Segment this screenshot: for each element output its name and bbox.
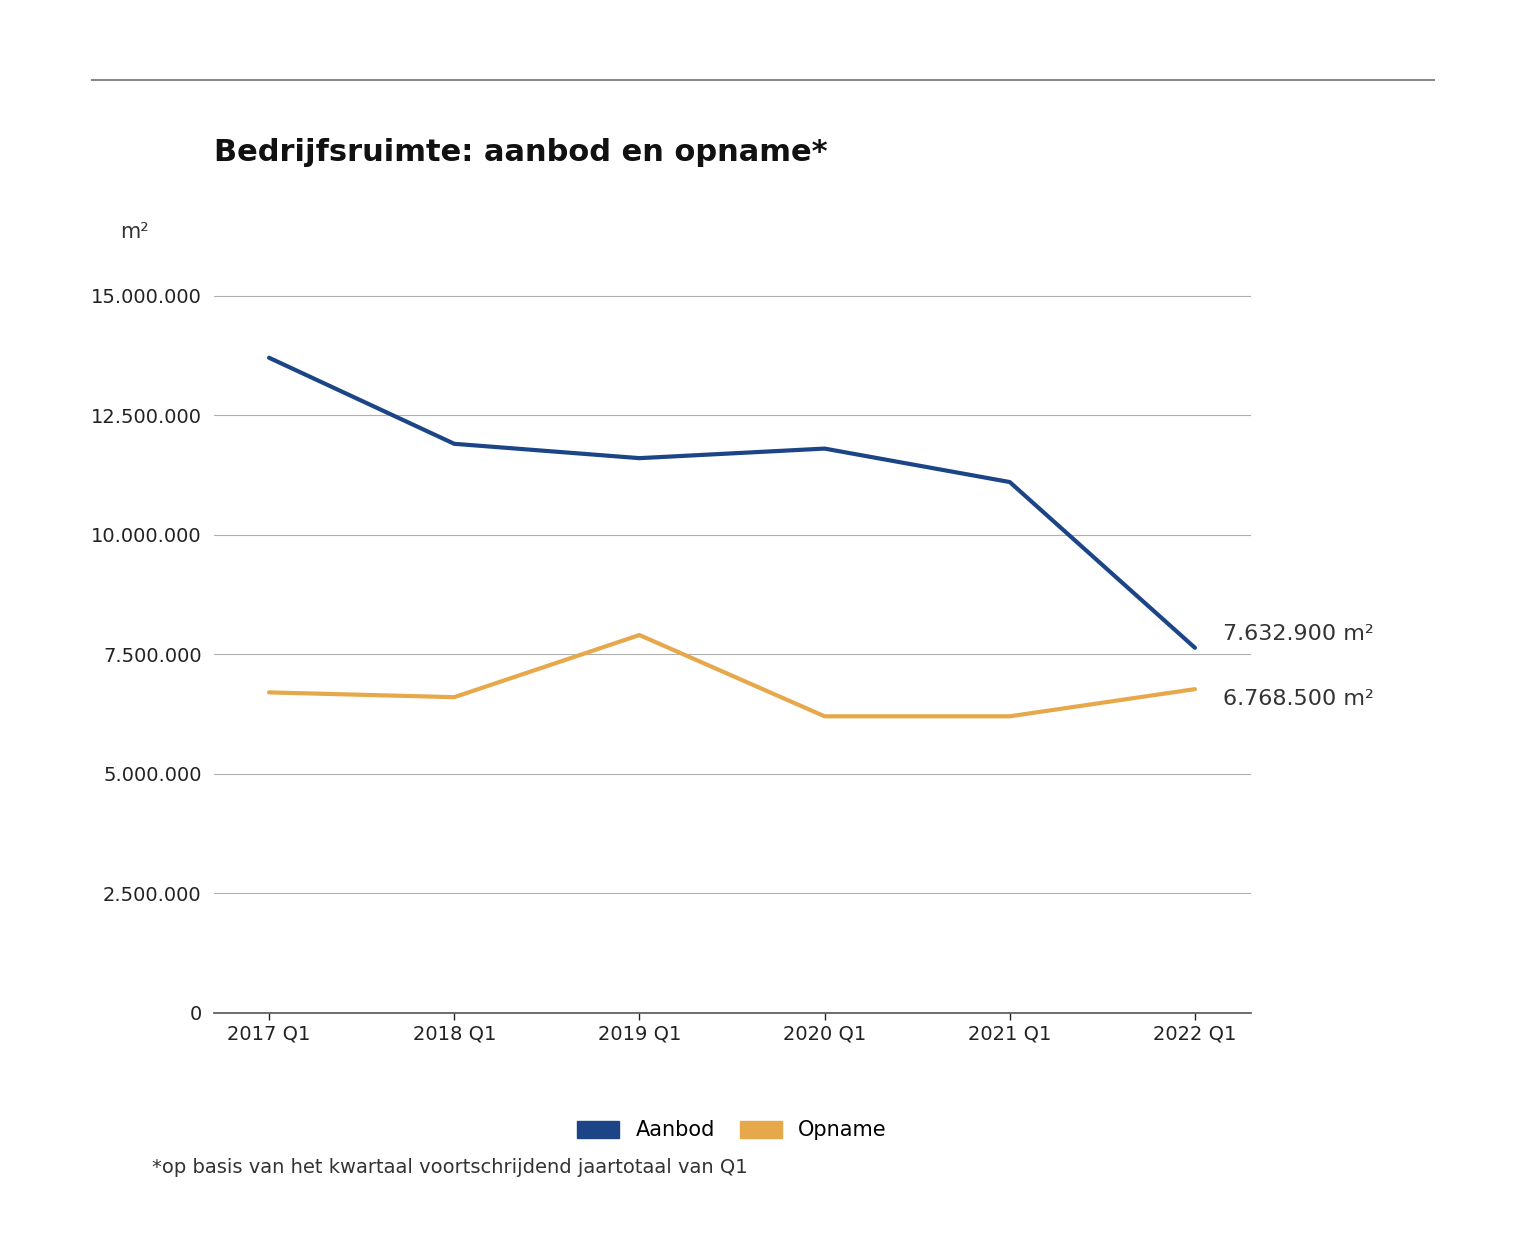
- Line: Aanbod: Aanbod: [268, 358, 1196, 648]
- Aanbod: [445, 436, 464, 451]
- Text: Bedrijfsruimte: aanbod en opname*: Bedrijfsruimte: aanbod en opname*: [214, 138, 827, 167]
- Opname: [445, 690, 464, 705]
- Opname: [259, 685, 278, 700]
- Aanbod: [816, 441, 834, 456]
- Opname: [816, 709, 834, 724]
- Line: Opname: Opname: [268, 635, 1196, 716]
- Opname: [1000, 709, 1019, 724]
- Opname: [630, 627, 648, 642]
- Aanbod: [1000, 474, 1019, 489]
- Text: 7.632.900 m²: 7.632.900 m²: [1223, 625, 1374, 645]
- Legend: Aanbod, Opname: Aanbod, Opname: [569, 1112, 895, 1149]
- Text: m²: m²: [120, 222, 149, 242]
- Aanbod: [259, 351, 278, 366]
- Aanbod: [1186, 641, 1205, 656]
- Text: 6.768.500 m²: 6.768.500 m²: [1223, 689, 1374, 709]
- Opname: [1186, 682, 1205, 697]
- Text: *op basis van het kwartaal voortschrijdend jaartotaal van Q1: *op basis van het kwartaal voortschrijde…: [152, 1158, 749, 1177]
- Aanbod: [630, 451, 648, 466]
